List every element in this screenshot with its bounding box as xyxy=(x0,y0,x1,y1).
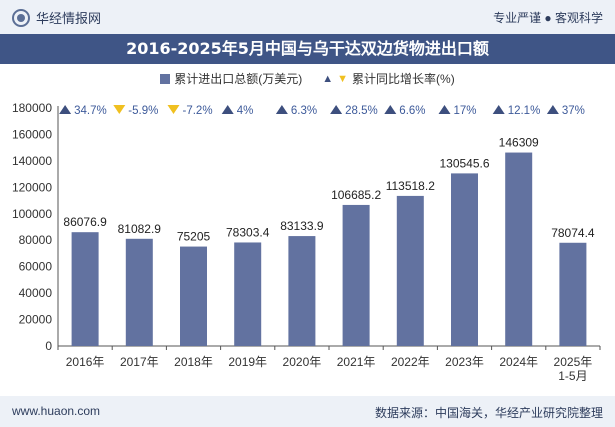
growth-rate-label: 28.5% xyxy=(345,105,378,117)
top-bar: 华经情报网 专业严谨 ● 客观科学 xyxy=(0,0,615,34)
legend-swatch-bar xyxy=(160,73,171,84)
bar-value-label: 106685.2 xyxy=(331,188,381,202)
bar xyxy=(559,242,587,346)
logo-icon xyxy=(12,8,30,27)
x-tick-label: 2025年 xyxy=(554,355,593,369)
bar xyxy=(396,195,424,346)
bar xyxy=(288,236,316,346)
growth-down-marker xyxy=(167,105,180,114)
x-tick-label: 2023年 xyxy=(445,355,484,369)
bar-value-label: 78074.4 xyxy=(551,226,595,240)
growth-up-marker xyxy=(384,105,397,114)
y-tick-label: 140000 xyxy=(12,154,52,168)
x-tick-label: 2024年 xyxy=(499,355,538,369)
bar-value-label: 130545.6 xyxy=(439,156,489,170)
x-tick-label: 1-5月 xyxy=(558,369,587,383)
growth-rate-label: 12.1% xyxy=(508,105,541,117)
bar-value-label: 78303.4 xyxy=(226,225,270,239)
triangle-down-icon: ▼ xyxy=(337,72,349,85)
tagline: 专业严谨 ● 客观科学 xyxy=(493,11,603,25)
y-tick-label: 20000 xyxy=(19,313,53,327)
growth-rate-label: 6.3% xyxy=(291,105,317,117)
x-tick-label: 2021年 xyxy=(337,355,376,369)
bar-value-label: 146309 xyxy=(499,136,539,150)
growth-up-marker xyxy=(546,105,559,114)
y-tick-label: 120000 xyxy=(12,180,52,194)
x-tick-label: 2020年 xyxy=(283,355,322,369)
bar xyxy=(505,152,533,346)
legend: 累计进出口总额(万美元) ▲ ▼ 累计同比增长率(%) xyxy=(0,70,615,87)
bar xyxy=(342,204,370,346)
bar xyxy=(451,173,478,346)
growth-up-marker xyxy=(330,105,343,114)
growth-up-marker xyxy=(492,105,505,114)
bar xyxy=(180,246,207,346)
growth-rate-label: 34.7% xyxy=(74,105,107,117)
x-tick-label: 2022年 xyxy=(391,355,430,369)
y-tick-label: 0 xyxy=(45,339,52,353)
growth-up-marker xyxy=(438,105,451,114)
footer-source: 数据来源：中国海关，华经产业研究院整理 xyxy=(374,406,603,420)
footer: www.huaon.com 数据来源：中国海关，华经产业研究院整理 xyxy=(0,396,615,427)
growth-rate-label: 6.6% xyxy=(399,105,425,117)
x-tick-label: 2016年 xyxy=(66,355,105,369)
brand-name: 华经情报网 xyxy=(36,11,102,26)
legend-item-growth: ▲ ▼ 累计同比增长率(%) xyxy=(322,70,454,87)
x-tick-label: 2019年 xyxy=(228,355,267,369)
triangle-up-icon: ▲ xyxy=(322,72,334,85)
footer-site: www.huaon.com xyxy=(12,404,101,418)
legend-label-total: 累计进出口总额(万美元) xyxy=(174,72,303,86)
growth-up-marker xyxy=(59,105,72,114)
brand: 华经情报网 xyxy=(12,8,101,27)
y-tick-label: 180000 xyxy=(12,101,52,115)
bar-value-label: 113518.2 xyxy=(386,179,435,193)
y-tick-label: 160000 xyxy=(12,127,52,141)
legend-item-total: 累计进出口总额(万美元) xyxy=(160,70,302,87)
growth-rate-label: -7.2% xyxy=(183,105,213,117)
x-tick-label: 2018年 xyxy=(174,355,213,369)
x-tick-label: 2017年 xyxy=(120,355,159,369)
bar-value-label: 83133.9 xyxy=(280,219,324,233)
growth-rate-label: 37% xyxy=(562,105,585,117)
growth-rate-label: 17% xyxy=(454,105,477,117)
growth-up-marker xyxy=(221,105,234,114)
growth-down-marker xyxy=(113,105,126,114)
y-tick-label: 100000 xyxy=(12,207,52,221)
bar-value-label: 86076.9 xyxy=(63,215,107,229)
bar xyxy=(125,238,153,346)
y-tick-label: 60000 xyxy=(19,260,53,274)
bar-value-label: 81082.9 xyxy=(118,222,162,236)
y-tick-label: 40000 xyxy=(19,286,53,300)
y-tick-label: 80000 xyxy=(19,233,53,247)
bar-value-label: 75205 xyxy=(177,230,211,244)
growth-up-marker xyxy=(275,105,288,114)
legend-label-growth: 累计同比增长率(%) xyxy=(352,72,455,86)
chart-title: 2016-2025年5月中国与乌干达双边货物进出口额 xyxy=(0,34,615,64)
bar xyxy=(234,242,262,346)
growth-rate-label: -5.9% xyxy=(128,105,158,117)
bar-chart: 0 20000 40000 60000 80000 100000 120000 140000 1… xyxy=(12,101,601,383)
bar xyxy=(71,232,99,346)
growth-rate-label: 4% xyxy=(237,105,254,117)
